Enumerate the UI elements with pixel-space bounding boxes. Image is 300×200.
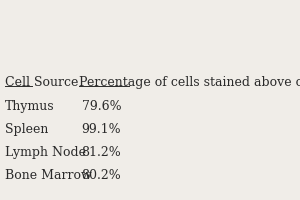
Text: Thymus: Thymus — [5, 100, 55, 113]
Text: 99.1%: 99.1% — [82, 123, 121, 136]
Text: 80.2%: 80.2% — [82, 169, 121, 182]
Text: Spleen: Spleen — [5, 123, 48, 136]
Text: 81.2%: 81.2% — [82, 146, 121, 159]
Text: 79.6%: 79.6% — [82, 100, 121, 113]
Text: Bone Marrow: Bone Marrow — [5, 169, 92, 182]
Text: Percentage of cells stained above control: Percentage of cells stained above contro… — [79, 76, 300, 89]
Text: Cell Source: Cell Source — [5, 76, 78, 89]
Text: Lymph Node: Lymph Node — [5, 146, 86, 159]
